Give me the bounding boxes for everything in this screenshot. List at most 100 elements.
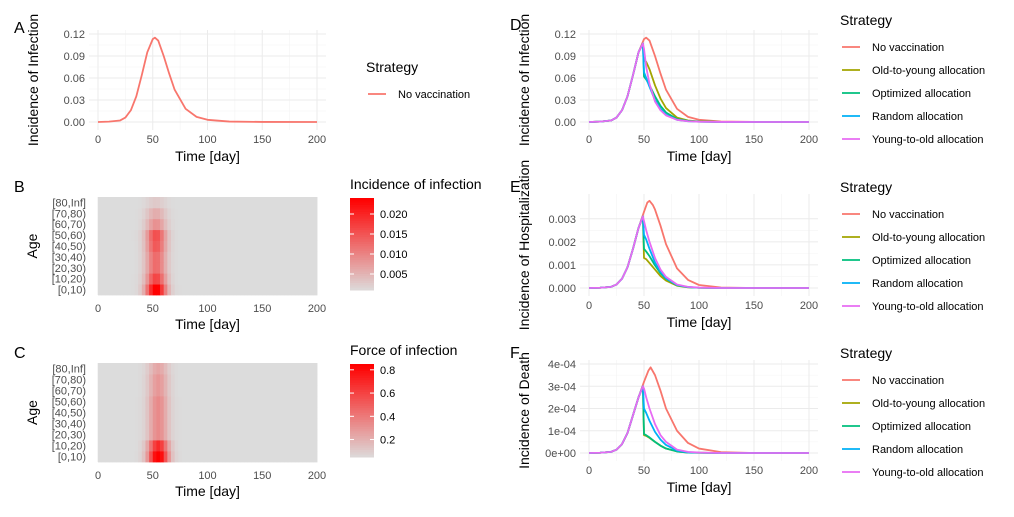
- colorbar-step: [350, 250, 374, 254]
- colorbar-step: [350, 262, 374, 266]
- heat-cell: [276, 218, 281, 231]
- panel-a: A 0.00 0.03 0.06 0.09 0.12 0 50 100 150 200 Time [d…: [14, 14, 470, 164]
- heat-cell: [105, 197, 110, 209]
- heat-cell: [247, 363, 252, 375]
- heat-cell: [313, 218, 318, 231]
- heat-cell: [116, 240, 121, 252]
- colorbar-step: [350, 412, 374, 416]
- heat-cell: [203, 284, 208, 296]
- heat-cell: [240, 229, 245, 241]
- heat-cell: [240, 197, 245, 209]
- heat-cell: [156, 284, 161, 296]
- heat-cell: [174, 240, 179, 252]
- heat-cell: [211, 451, 216, 463]
- heat-cell: [174, 207, 179, 220]
- heat-cell: [276, 374, 281, 386]
- heat-cell: [214, 218, 219, 231]
- heat-cell: [211, 418, 216, 430]
- y-tick-label: [50,60): [52, 397, 86, 409]
- colorbar-step: [350, 214, 374, 217]
- heat-cell: [163, 440, 168, 452]
- heat-cell: [291, 284, 296, 296]
- heat-cell: [134, 429, 139, 441]
- y-tick-label: 0.06: [64, 73, 85, 85]
- heat-cell: [127, 229, 132, 241]
- heat-cell: [247, 451, 252, 463]
- colorbar-step: [350, 239, 374, 243]
- y-tick-label: [50,60): [52, 230, 86, 242]
- heat-cell: [163, 197, 168, 209]
- heat-cell: [298, 440, 303, 452]
- heat-cell: [225, 251, 230, 263]
- heat-cell: [178, 284, 183, 296]
- heat-cell: [254, 273, 259, 285]
- heat-cell: [141, 284, 146, 296]
- legend-label: Old-to-young allocation: [872, 65, 985, 77]
- y-tick-label: [40,50): [52, 408, 86, 420]
- colorbar-step: [350, 382, 374, 386]
- heat-cell: [192, 418, 197, 430]
- heat-cell: [105, 429, 110, 441]
- heat-cell: [116, 396, 121, 408]
- heat-cell: [302, 396, 307, 408]
- heat-cell: [269, 273, 274, 285]
- panel-d: D 0.00 0.03 0.06 0.09 0.12 0 50 100 150 200 Time [d…: [510, 12, 985, 164]
- heat-cell: [236, 197, 241, 209]
- heat-cell: [214, 197, 219, 209]
- legend-title: Incidence of infection: [350, 176, 482, 192]
- heat-cell: [196, 229, 201, 241]
- colorbar-step: [350, 225, 374, 229]
- colorbar-step: [350, 248, 374, 252]
- heat-cell: [287, 262, 292, 274]
- y-tick-label: [80,Inf]: [52, 364, 86, 376]
- heat-cell: [174, 407, 179, 419]
- heat-cell: [127, 374, 132, 386]
- heat-cell: [240, 240, 245, 252]
- heat-cell: [167, 273, 172, 285]
- x-tick-label: 50: [638, 134, 650, 146]
- y-tick-label: 0.12: [555, 29, 576, 41]
- heat-cell: [291, 407, 296, 419]
- heat-cell: [127, 363, 132, 375]
- colorbar-step: [350, 253, 374, 256]
- heat-cell: [119, 374, 124, 386]
- heat-cell: [244, 229, 249, 241]
- heat-cell: [218, 440, 223, 452]
- x-tick-label: 200: [308, 470, 326, 482]
- heat-cell: [149, 396, 154, 408]
- heat-cell: [171, 451, 176, 463]
- heat-cell: [284, 440, 289, 452]
- heat-cell: [298, 407, 303, 419]
- heat-cell: [258, 374, 263, 386]
- heat-cell: [225, 451, 230, 463]
- heat-cell: [203, 374, 208, 386]
- heat-cell: [218, 229, 223, 241]
- y-tick-label: [60,70): [52, 386, 86, 398]
- heat-cell: [178, 385, 183, 397]
- heat-cell: [127, 451, 132, 463]
- heat-cell: [229, 207, 234, 220]
- colorbar-step: [350, 436, 374, 439]
- heat-cell: [291, 240, 296, 252]
- heat-cell: [160, 451, 165, 463]
- heat-cell: [207, 218, 212, 231]
- heat-cell: [163, 284, 168, 296]
- x-tick-label: 100: [198, 470, 216, 482]
- heat-cell: [101, 396, 106, 408]
- heat-cell: [149, 262, 154, 274]
- x-tick-label: 50: [638, 300, 650, 312]
- heat-cell: [276, 229, 281, 241]
- heat-cell: [254, 429, 259, 441]
- heat-cell: [284, 418, 289, 430]
- heat-cell: [222, 407, 227, 419]
- heat-cell: [229, 440, 234, 452]
- heat-cell: [149, 229, 154, 241]
- heat-cell: [211, 207, 216, 220]
- heat-cell: [192, 396, 197, 408]
- heat-cell: [306, 240, 311, 252]
- heat-cell: [149, 385, 154, 397]
- heat-cell: [167, 385, 172, 397]
- heat-cell: [306, 385, 311, 397]
- heat-cell: [309, 207, 314, 220]
- heat-cell: [258, 229, 263, 241]
